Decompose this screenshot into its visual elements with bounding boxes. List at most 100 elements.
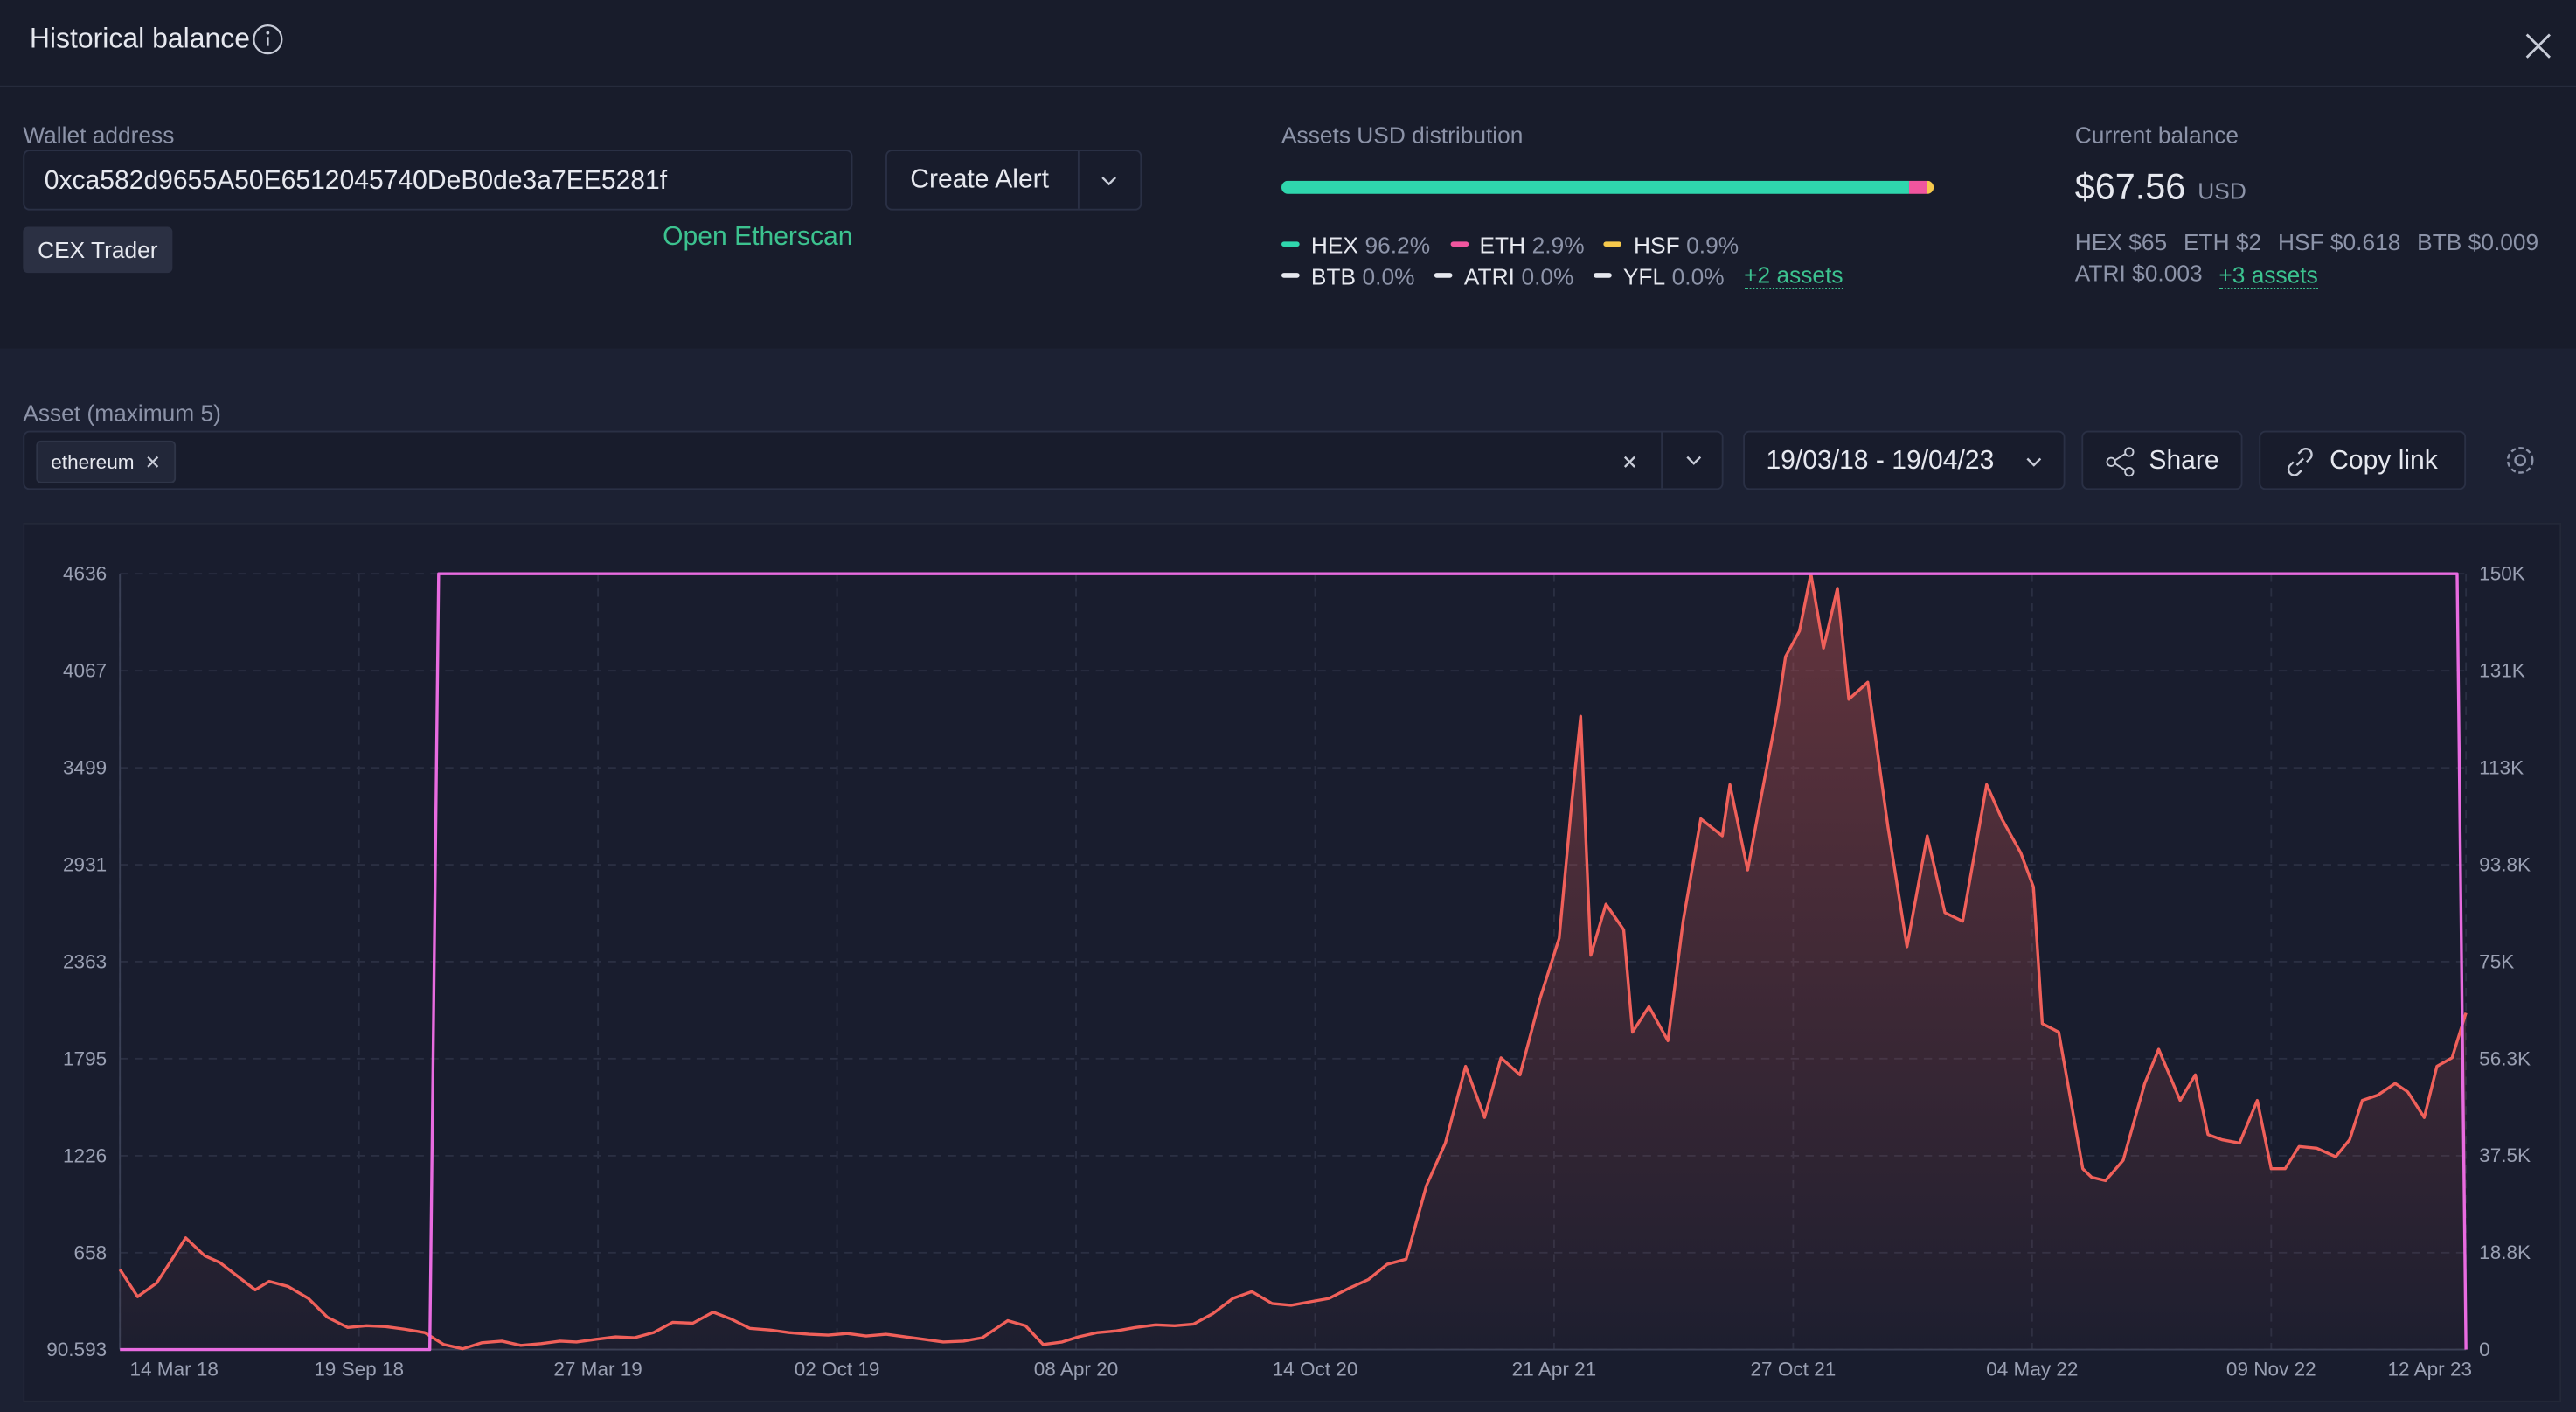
tag: CEX Trader bbox=[23, 226, 173, 274]
asset-name: HSF bbox=[1634, 231, 1680, 258]
distribution-bar bbox=[1281, 180, 1934, 194]
chevron[interactable] bbox=[1684, 450, 1704, 470]
close-button[interactable] bbox=[2524, 31, 2553, 61]
holding-name: HEX bbox=[2074, 228, 2122, 255]
x-tick-label: 12 Apr 23 bbox=[2388, 1359, 2473, 1381]
clear-button[interactable] bbox=[1620, 452, 1640, 472]
create-alert-button[interactable]: Create Alert bbox=[910, 165, 1050, 194]
holding-value: $0.003 bbox=[2132, 260, 2203, 287]
holding: BTB $0.009 bbox=[2417, 228, 2538, 260]
asset-share: 0.9% bbox=[1686, 231, 1739, 258]
y-tick-label: 2363 bbox=[63, 950, 107, 972]
address: 0xca582d9655A50E6512045740DeB0de3a7EE528… bbox=[44, 167, 668, 196]
distribution-title: Assets USD distribution bbox=[1281, 122, 1524, 149]
y2-tick-label: 0 bbox=[2479, 1339, 2490, 1360]
holding-name: HSF bbox=[2277, 228, 2324, 255]
holding-value: $65 bbox=[2128, 228, 2168, 255]
y2-tick-label: 56.3K bbox=[2479, 1047, 2531, 1069]
holding-value: $0.618 bbox=[2330, 228, 2401, 255]
y2-tick-label: 131K bbox=[2479, 660, 2525, 682]
legend-item: BTB 0.0% bbox=[1281, 260, 1415, 291]
y-tick-label: 1226 bbox=[63, 1144, 107, 1166]
legend-swatch bbox=[1449, 241, 1469, 247]
y-tick-label: 3499 bbox=[63, 757, 107, 779]
chips: ethereum bbox=[36, 440, 176, 483]
asset-name: HEX bbox=[1310, 231, 1358, 258]
holding-name: BTB bbox=[2417, 228, 2462, 255]
etherscan-link[interactable]: Open Etherscan bbox=[663, 223, 853, 252]
share-button[interactable]: Share bbox=[2081, 430, 2243, 490]
x-tick-label: 27 Oct 21 bbox=[1751, 1359, 1837, 1381]
wallet-label: Wallet address bbox=[23, 122, 175, 149]
copy-link-button[interactable]: Copy link bbox=[2259, 430, 2467, 490]
holding-name: ETH bbox=[2183, 228, 2230, 255]
y-tick-label: 658 bbox=[74, 1242, 108, 1263]
y2-tick-label: 113K bbox=[2479, 757, 2524, 779]
holding: HEX $65 bbox=[2075, 228, 2167, 260]
asset-chip: ethereum bbox=[36, 440, 176, 483]
x-tick-label: 21 Apr 21 bbox=[1512, 1359, 1597, 1381]
asset-share: 0.0% bbox=[1362, 261, 1415, 289]
asset-name: ATRI bbox=[1463, 261, 1515, 289]
header: Historical balance bbox=[0, 0, 2576, 87]
share-icon bbox=[2106, 447, 2135, 477]
alert-button-group: Create Alert bbox=[885, 150, 1142, 211]
x-tick-label: 19 Sep 18 bbox=[314, 1359, 404, 1381]
line bbox=[118, 572, 2468, 1351]
y2-tick-label: 93.8K bbox=[2479, 853, 2531, 875]
link-icon bbox=[2287, 448, 2313, 476]
legend-swatch bbox=[1593, 273, 1612, 278]
y2-tick-label: 75K bbox=[2479, 950, 2514, 972]
distribution-legend: HEX 96.2% ETH 2.9% HSF 0.9% BTB 0.0% ATRI 0.0% YFL… bbox=[1281, 228, 1906, 290]
info-icon[interactable] bbox=[252, 23, 285, 56]
legend-swatch bbox=[1434, 273, 1453, 278]
chevron bbox=[2026, 457, 2042, 467]
chevron[interactable] bbox=[1099, 171, 1119, 191]
legend-swatch bbox=[1281, 273, 1300, 278]
x-tick-label: 09 Nov 22 bbox=[2226, 1359, 2316, 1381]
asset-name: BTB bbox=[1310, 261, 1357, 289]
y-tick-label: 4636 bbox=[63, 563, 107, 585]
y2-tick-label: 150K bbox=[2479, 563, 2525, 585]
bar-segment bbox=[1908, 180, 1928, 194]
holding: ATRI $0.003 bbox=[2075, 260, 2203, 291]
chip-label: ethereum bbox=[51, 450, 135, 474]
date-picker[interactable]: 19/03/18 - 19/04/23 bbox=[1743, 430, 2066, 490]
holding: ETH $2 bbox=[2184, 228, 2261, 260]
x-tick-label: 14 Oct 20 bbox=[1273, 1359, 1358, 1381]
title: Historical balance bbox=[29, 23, 251, 55]
bar-segment bbox=[1927, 180, 1934, 194]
holdings: HEX $65 ETH $2 HSF $0.618 BTB $0.009 ATRI $0… bbox=[2075, 228, 2559, 290]
x-tick-label: 27 Mar 19 bbox=[553, 1359, 642, 1381]
legend-item: YFL 0.0% bbox=[1593, 260, 1725, 291]
legend-item: HEX 96.2% bbox=[1281, 228, 1430, 260]
summary-panel: Wallet address 0xca582d9655A50E651204574… bbox=[0, 87, 2576, 349]
chart: 90.593 658 1226 1795 2363 2931 3499 4067 4636 0 18… bbox=[23, 522, 2562, 1402]
x-tick-label: 08 Apr 20 bbox=[1034, 1359, 1119, 1381]
share-label: Share bbox=[2149, 447, 2219, 476]
address-input[interactable]: 0xca582d9655A50E6512045740DeB0de3a7EE528… bbox=[23, 150, 853, 211]
y2-tick-label: 18.8K bbox=[2479, 1242, 2531, 1263]
more-assets[interactable]: +3 assets bbox=[2218, 260, 2318, 289]
asset-share: 0.0% bbox=[1521, 261, 1574, 289]
amount: $67.56 bbox=[2074, 165, 2186, 207]
chip-remove[interactable] bbox=[144, 454, 161, 470]
settings-icon[interactable] bbox=[2503, 444, 2537, 477]
balance-title: Current balance bbox=[2074, 122, 2239, 149]
holding: HSF $0.618 bbox=[2278, 228, 2400, 260]
more-assets[interactable]: +2 assets bbox=[1744, 260, 1843, 289]
holding-value: $2 bbox=[2235, 228, 2262, 255]
x-tick-label: 02 Oct 19 bbox=[795, 1359, 880, 1381]
legend-item: ETH 2.9% bbox=[1449, 228, 1585, 260]
asset-select[interactable]: ethereum bbox=[23, 430, 1724, 490]
x-tick-label: 04 May 22 bbox=[1986, 1359, 2078, 1381]
legend-item: ATRI 0.0% bbox=[1434, 260, 1573, 291]
asset-label: Asset (maximum 5) bbox=[23, 399, 221, 426]
asset-name: ETH bbox=[1479, 231, 1526, 258]
asset-share: 2.9% bbox=[1531, 231, 1585, 258]
currency: USD bbox=[2198, 177, 2246, 205]
copy-link-label: Copy link bbox=[2330, 447, 2438, 476]
divider bbox=[1661, 432, 1663, 489]
x-tick-label: 14 Mar 18 bbox=[129, 1359, 219, 1381]
